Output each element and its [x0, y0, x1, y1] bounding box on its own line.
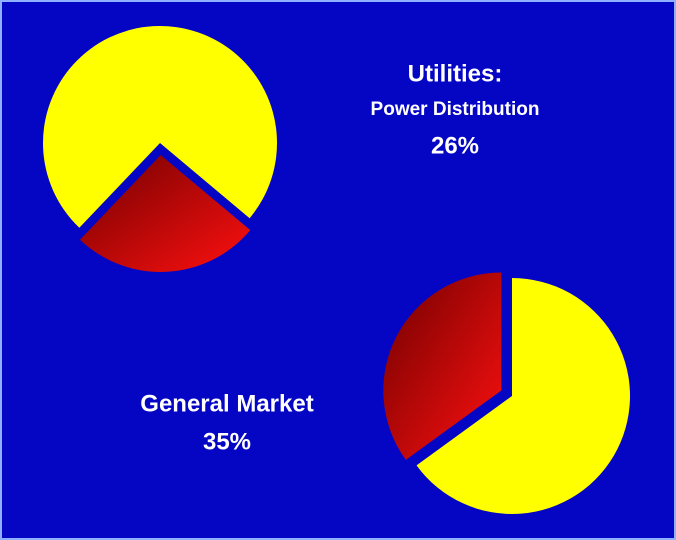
chart-title: Utilities: [408, 60, 503, 87]
chart-subtitle: Power Distribution [371, 99, 540, 120]
pie-slice [43, 25, 277, 228]
pie-slice [416, 278, 630, 514]
value-label: 35% [203, 428, 251, 455]
value-label: 26% [431, 132, 479, 159]
pie-slice [79, 154, 251, 272]
chart-title: General Market [140, 390, 313, 417]
pie-slice [383, 272, 502, 460]
